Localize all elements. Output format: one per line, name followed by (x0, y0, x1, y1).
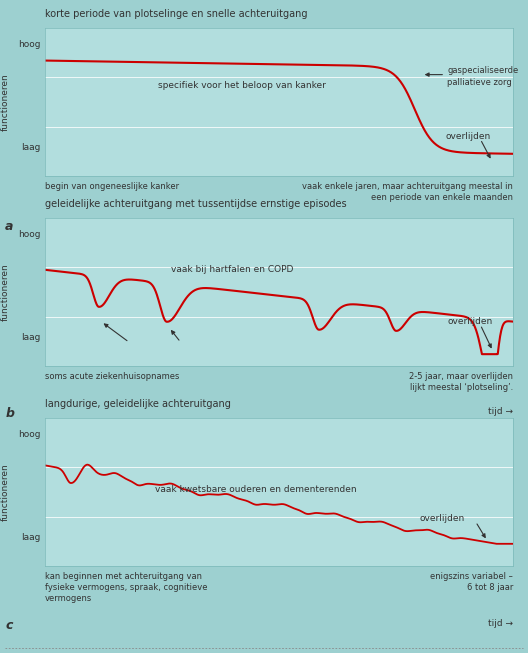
Text: b: b (5, 407, 14, 421)
Text: laag: laag (21, 534, 40, 543)
Text: a: a (5, 221, 14, 233)
Text: vaak bij hartfalen en COPD: vaak bij hartfalen en COPD (171, 265, 294, 274)
Text: specifiek voor het beloop van kanker: specifiek voor het beloop van kanker (158, 81, 325, 90)
Text: functioneren: functioneren (1, 263, 10, 321)
Text: begin van ongeneeslijke kanker: begin van ongeneeslijke kanker (45, 182, 179, 191)
Text: c: c (5, 619, 13, 632)
Text: soms acute ziekenhuisopnames: soms acute ziekenhuisopnames (45, 372, 180, 381)
Text: overlijden: overlijden (445, 132, 491, 140)
Text: enigszins variabel –
6 tot 8 jaar: enigszins variabel – 6 tot 8 jaar (430, 572, 513, 592)
Text: langdurige, geleidelijke achteruitgang: langdurige, geleidelijke achteruitgang (45, 399, 231, 409)
Text: overlijden: overlijden (448, 317, 493, 326)
Text: 2-5 jaar, maar overlijden
lijkt meestal ‘plotseling’.: 2-5 jaar, maar overlijden lijkt meestal … (409, 372, 513, 392)
Text: functioneren: functioneren (1, 73, 10, 131)
Text: hoog: hoog (18, 40, 40, 49)
Text: laag: laag (21, 334, 40, 342)
Text: functioneren: functioneren (1, 463, 10, 521)
Text: vaak enkele jaren, maar achteruitgang meestal in
een periode van enkele maanden: vaak enkele jaren, maar achteruitgang me… (302, 182, 513, 202)
Text: vaak kwetsbare ouderen en dementerenden: vaak kwetsbare ouderen en dementerenden (155, 485, 356, 494)
Text: hoog: hoog (18, 230, 40, 239)
Text: tijd →: tijd → (488, 407, 513, 417)
Text: tijd →: tijd → (488, 619, 513, 628)
Text: geleidelijke achteruitgang met tussentijdse ernstige episodes: geleidelijke achteruitgang met tussentij… (45, 199, 346, 209)
Text: hoog: hoog (18, 430, 40, 439)
Text: gaspecialiseerde
palliatieve zorg: gaspecialiseerde palliatieve zorg (448, 67, 518, 87)
Text: laag: laag (21, 144, 40, 152)
Text: korte periode van plotselinge en snelle achteruitgang: korte periode van plotselinge en snelle … (45, 9, 307, 19)
Text: tijd →: tijd → (488, 221, 513, 229)
Text: overlijden: overlijden (419, 514, 465, 523)
Text: kan beginnen met achteruitgang van
fysieke vermogens, spraak, cognitieve
vermoge: kan beginnen met achteruitgang van fysie… (45, 572, 208, 603)
